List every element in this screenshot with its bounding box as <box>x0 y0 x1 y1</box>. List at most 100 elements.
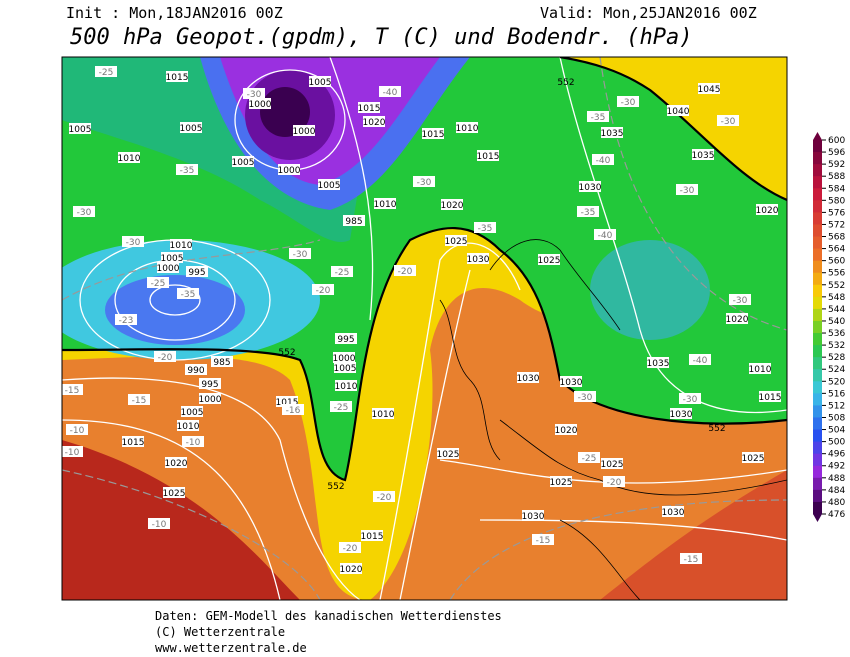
isobar-label-box <box>550 476 572 487</box>
isobar-label-box <box>726 313 748 324</box>
colorbar-label: 556 <box>828 269 845 279</box>
isobar-label-box <box>601 127 623 138</box>
temperature-label-box <box>177 288 199 299</box>
temperature-label-box <box>578 452 600 463</box>
temperature-label: -30 <box>417 178 432 188</box>
isobar-label-box <box>374 198 396 209</box>
temperature-label: -40 <box>596 156 611 166</box>
colorbar-swatch <box>813 405 822 418</box>
isobar-label: 995 <box>188 268 205 278</box>
temperature-label-box <box>587 111 609 122</box>
colorbar-label: 532 <box>828 341 845 351</box>
colorbar-label: 508 <box>828 413 845 423</box>
colorbar-label: 584 <box>828 184 845 194</box>
colorbar-swatch <box>813 393 822 406</box>
isobar-label: 1025 <box>742 454 765 464</box>
isobar-label: 1005 <box>334 364 357 374</box>
temperature-label-box <box>532 534 554 545</box>
colorbar-label: 488 <box>828 474 845 484</box>
temperature-label: -20 <box>377 493 392 503</box>
colorbar-label: 580 <box>828 196 845 206</box>
temperature-label: -40 <box>598 231 613 241</box>
temperature-label: -35 <box>581 208 596 218</box>
temperature-label: -30 <box>77 208 92 218</box>
isobar-label-box <box>309 76 331 87</box>
colorbar-swatch <box>813 320 822 334</box>
colorbar-label: 568 <box>828 233 845 243</box>
isobar-label: 1000 <box>249 100 272 110</box>
temperature-label: -30 <box>680 186 695 196</box>
isobar-label-box <box>358 102 380 113</box>
isobar-label-box <box>185 364 207 375</box>
isobar-label: 1005 <box>69 125 92 135</box>
isobar-label: 995 <box>337 335 354 345</box>
isobar-label: 1015 <box>122 438 145 448</box>
isobar-label: 1040 <box>667 107 690 117</box>
colorbar-label: 588 <box>828 172 845 182</box>
isobar-label: 1045 <box>698 85 721 95</box>
isobar-label: 1000 <box>157 264 180 274</box>
isobar-label-box <box>343 215 365 226</box>
temperature-label: -23 <box>119 316 134 326</box>
isobar-label: 1010 <box>177 422 200 432</box>
isobar-label: 1020 <box>726 315 749 325</box>
isobar-label-box <box>334 362 356 373</box>
colorbar-swatch <box>813 296 822 310</box>
colorbar-swatch <box>813 357 822 370</box>
isobar-label: 985 <box>213 358 230 368</box>
temperature-label-box <box>577 206 599 217</box>
isobar-label-box <box>742 452 764 463</box>
temperature-label-box <box>379 86 401 97</box>
isobar-label: 1005 <box>180 124 203 134</box>
colorbar-cap <box>813 132 822 140</box>
colorbar-label: 484 <box>828 486 845 496</box>
isobar-label: 1025 <box>445 237 468 247</box>
isobar-label: 1005 <box>161 254 184 264</box>
temperature-label-box <box>182 436 204 447</box>
isobar-label: 1030 <box>467 255 490 265</box>
isobar-label: 1010 <box>749 365 772 375</box>
isobar-label-box <box>517 372 539 383</box>
isobar-label: 1030 <box>517 374 540 384</box>
colorbar-label: 560 <box>828 257 845 267</box>
colorbar-swatch <box>813 284 822 298</box>
temperature-label: -15 <box>132 396 147 406</box>
temperature-label-box <box>176 164 198 175</box>
colorbar-label: 524 <box>828 365 845 375</box>
temperature-label-box <box>147 277 169 288</box>
isobar-label-box <box>186 266 208 277</box>
colorbar-swatch <box>813 465 822 479</box>
colorbar-swatch <box>813 140 822 153</box>
isobar-label-box <box>170 239 192 250</box>
isobar-label-box <box>538 254 560 265</box>
colorbar-swatch <box>813 272 822 286</box>
colorbar-label: 520 <box>828 377 845 387</box>
temperature-label-box <box>312 284 334 295</box>
temperature-label: -30 <box>721 117 736 127</box>
colorbar-label: 480 <box>828 498 845 508</box>
colorbar-swatch <box>813 176 822 189</box>
temperature-label-box <box>680 553 702 564</box>
temperature-label-box <box>282 404 304 415</box>
isobar-label: 1010 <box>118 154 141 164</box>
temperature-label-box <box>717 115 739 126</box>
temperature-label: -15 <box>684 555 699 565</box>
isobar-label-box <box>749 363 771 374</box>
temperature-label-box <box>62 384 83 395</box>
isobar-label: 995 <box>201 380 218 390</box>
colorbar-swatch <box>813 381 822 394</box>
isobar-label: 1030 <box>522 512 545 522</box>
height-label: 552 <box>708 424 725 434</box>
isobar-label: 1030 <box>579 183 602 193</box>
isobar-label: 1020 <box>555 426 578 436</box>
colorbar-label: 564 <box>828 245 845 255</box>
isobar-label: 1020 <box>363 118 386 128</box>
isobar-label-box <box>662 506 684 517</box>
temperature-label: -20 <box>343 544 358 554</box>
isobar-label: 1020 <box>340 565 363 575</box>
isobar-label: 1015 <box>361 532 384 542</box>
init-time: Init : Mon,18JAN2016 00Z <box>66 4 283 22</box>
colorbar-swatch <box>813 260 822 274</box>
temperature-label: -35 <box>591 113 606 123</box>
